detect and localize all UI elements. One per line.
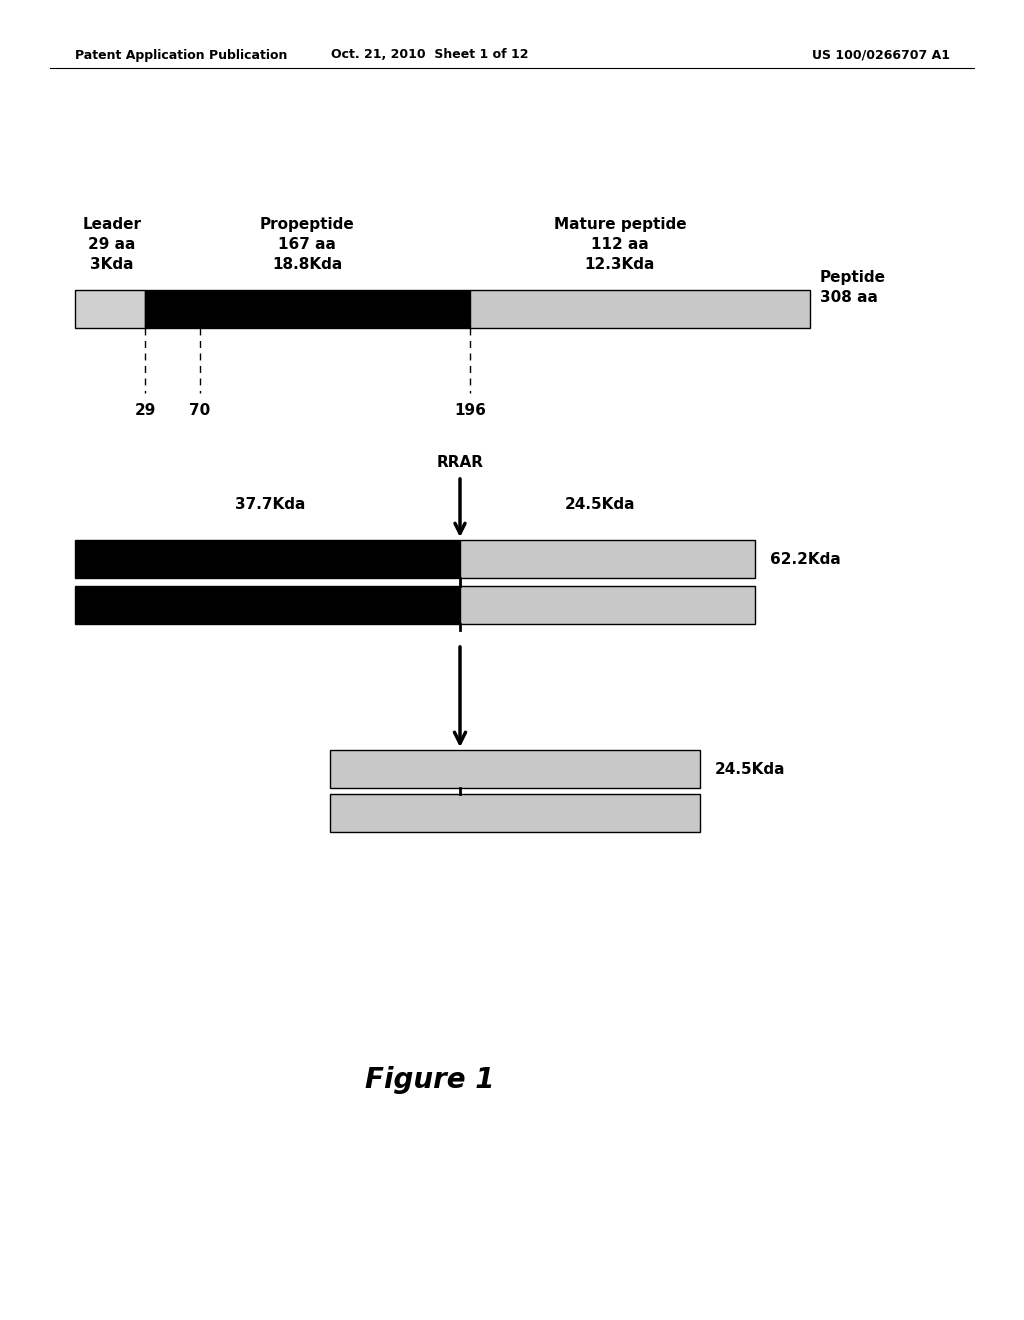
Text: 196: 196 xyxy=(454,403,486,418)
Text: 24.5Kda: 24.5Kda xyxy=(715,762,785,776)
Text: 29 aa: 29 aa xyxy=(88,238,136,252)
Text: 3Kda: 3Kda xyxy=(90,257,134,272)
Text: Figure 1: Figure 1 xyxy=(366,1067,495,1094)
Text: 37.7Kda: 37.7Kda xyxy=(234,498,305,512)
Text: Propeptide: Propeptide xyxy=(260,216,354,232)
Bar xyxy=(330,750,700,788)
Text: 29: 29 xyxy=(134,403,156,418)
Bar xyxy=(145,290,470,327)
Text: 308 aa: 308 aa xyxy=(820,290,878,305)
Bar xyxy=(75,540,460,578)
Bar xyxy=(470,290,810,327)
Text: 24.5Kda: 24.5Kda xyxy=(565,498,635,512)
Text: 12.3Kda: 12.3Kda xyxy=(585,257,655,272)
Bar xyxy=(75,586,460,624)
Text: 18.8Kda: 18.8Kda xyxy=(272,257,342,272)
Text: Mature peptide: Mature peptide xyxy=(554,216,686,232)
Text: Oct. 21, 2010  Sheet 1 of 12: Oct. 21, 2010 Sheet 1 of 12 xyxy=(331,49,528,62)
Text: 62.2Kda: 62.2Kda xyxy=(770,552,841,566)
Text: Peptide: Peptide xyxy=(820,271,886,285)
Text: US 100/0266707 A1: US 100/0266707 A1 xyxy=(812,49,950,62)
Text: Patent Application Publication: Patent Application Publication xyxy=(75,49,288,62)
Text: 167 aa: 167 aa xyxy=(279,238,336,252)
Bar xyxy=(460,586,755,624)
Text: 112 aa: 112 aa xyxy=(591,238,649,252)
Text: RRAR: RRAR xyxy=(436,455,483,470)
Text: Leader: Leader xyxy=(83,216,141,232)
Bar xyxy=(460,540,755,578)
Text: 70: 70 xyxy=(189,403,211,418)
Bar xyxy=(330,795,700,832)
Bar xyxy=(75,290,145,327)
